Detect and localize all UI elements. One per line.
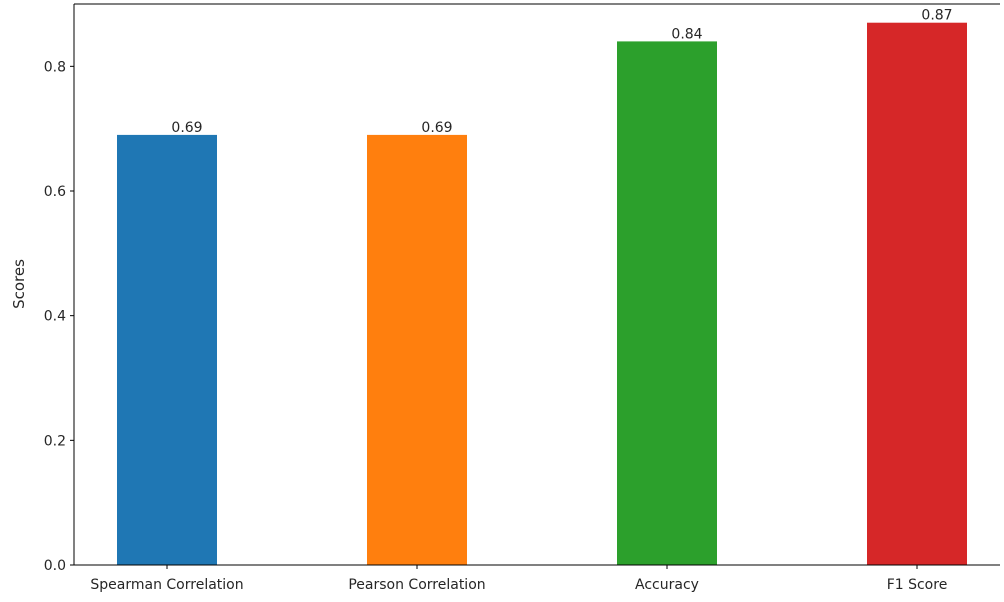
value-label-1: 0.69 xyxy=(421,120,452,136)
x-tick-label-3: F1 Score xyxy=(887,577,948,593)
x-tick-label-2: Accuracy xyxy=(635,577,699,593)
y-tick-label-1: 0.2 xyxy=(44,433,66,449)
value-label-3: 0.87 xyxy=(921,8,952,24)
x-tick-label-1: Pearson Correlation xyxy=(348,577,485,593)
x-ticks-layer: Spearman Correlation Pearson Correlation A… xyxy=(90,565,947,593)
y-tick-label-4: 0.8 xyxy=(44,59,66,75)
y-ticks-layer: 0.0 0.2 0.4 0.6 0.8 xyxy=(44,59,74,574)
axes-layer xyxy=(73,3,1000,566)
bar-3 xyxy=(867,22,967,565)
y-tick-label-3: 0.6 xyxy=(44,184,66,200)
bar-0 xyxy=(117,134,217,565)
bars-layer xyxy=(117,22,967,565)
bar-1 xyxy=(367,134,467,565)
value-label-0: 0.69 xyxy=(171,120,202,136)
value-label-2: 0.84 xyxy=(671,26,702,42)
y-axis-label: Scores xyxy=(10,259,28,309)
x-tick-label-0: Spearman Correlation xyxy=(90,577,243,593)
y-tick-label-2: 0.4 xyxy=(44,309,66,325)
bar-2 xyxy=(617,41,717,565)
y-tick-label-0: 0.0 xyxy=(44,558,66,574)
value-labels-layer: 0.69 0.69 0.84 0.87 xyxy=(171,8,952,136)
